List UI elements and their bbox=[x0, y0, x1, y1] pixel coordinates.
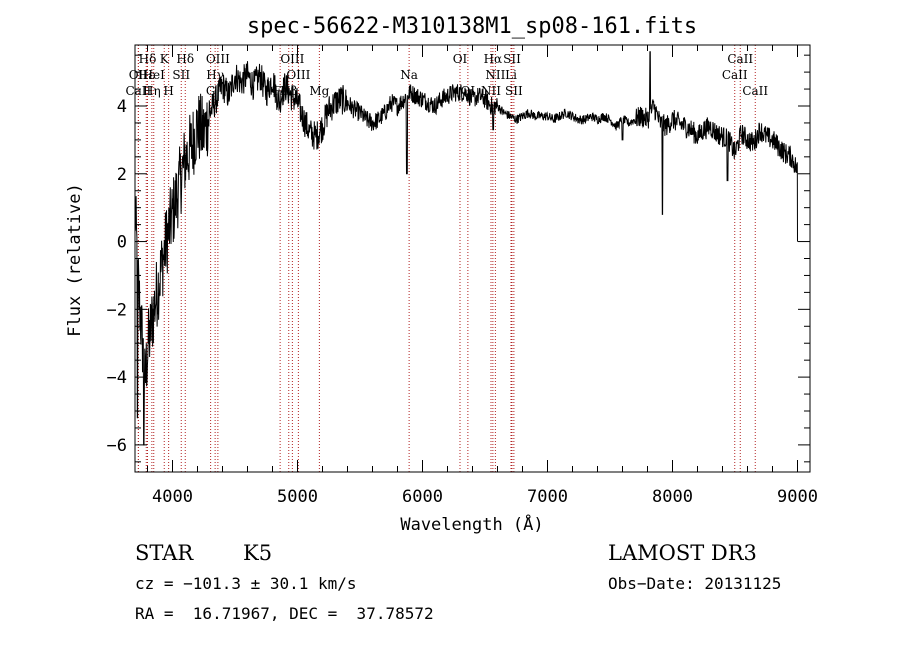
redshift-velocity: cz = −101.3 ± 30.1 km/s bbox=[135, 574, 357, 593]
line-label: Hβ bbox=[280, 84, 297, 98]
y-axis-label: Flux (relative) bbox=[65, 183, 85, 337]
line-label: Hδ bbox=[176, 52, 194, 66]
coordinates: RA = 16.71967, DEC = 37.78572 bbox=[135, 604, 434, 623]
y-tick-label: 0 bbox=[117, 233, 127, 253]
x-tick-label: 9000 bbox=[777, 487, 818, 507]
line-label: Na bbox=[400, 68, 418, 82]
spectral-line-labels: Hδ OII CaII Hε K HeI Hη H SII Hδ OIII Hγ G OIII OIII Fe… bbox=[125, 52, 768, 98]
y-tick-label: 4 bbox=[117, 97, 127, 117]
line-label: Hε bbox=[138, 68, 155, 82]
line-label: NII bbox=[481, 84, 501, 98]
line-label: OI bbox=[461, 84, 476, 98]
line-label: CaII bbox=[722, 68, 748, 82]
plot-frame bbox=[134, 44, 811, 473]
line-label: K bbox=[160, 52, 170, 66]
spectral-line-markers bbox=[137, 45, 756, 472]
x-axis-label: Wavelength (Å) bbox=[400, 513, 543, 535]
line-label: Hα bbox=[484, 52, 503, 66]
line-label: Hη bbox=[143, 84, 161, 98]
line-label: SII bbox=[503, 52, 521, 66]
y-tick-label: −2 bbox=[107, 300, 127, 320]
y-tick-label: −4 bbox=[107, 368, 127, 388]
line-label: G bbox=[206, 84, 216, 98]
line-label: SII bbox=[172, 68, 190, 82]
line-label: OIII bbox=[280, 52, 304, 66]
x-tick-label: 7000 bbox=[527, 487, 568, 507]
line-label: Hγ bbox=[206, 68, 224, 82]
spectrum-line bbox=[134, 51, 798, 446]
line-label: OI bbox=[453, 52, 468, 66]
line-label: NII bbox=[485, 68, 505, 82]
line-label: OIII bbox=[286, 68, 310, 82]
line-label: OII bbox=[129, 68, 149, 82]
line-label: OIII bbox=[206, 52, 230, 66]
line-label: HeI bbox=[143, 68, 166, 82]
x-tick-label: 8000 bbox=[652, 487, 693, 507]
line-label: CaII bbox=[727, 52, 753, 66]
y-tick-label: −6 bbox=[107, 436, 127, 456]
line-label: CaII bbox=[742, 84, 768, 98]
line-label: CaII bbox=[125, 84, 151, 98]
axis-ticks: 4000 5000 6000 7000 8000 9000 −6 −4 −2 0 2 4 bbox=[107, 45, 818, 507]
x-tick-label: 6000 bbox=[402, 487, 443, 507]
line-label: Fe bbox=[273, 84, 288, 98]
x-tick-label: 5000 bbox=[277, 487, 318, 507]
spectrum-line-group bbox=[134, 51, 798, 446]
object-class: STAR bbox=[135, 541, 194, 565]
survey-name: LAMOST DR3 bbox=[608, 541, 757, 565]
line-label: Mg bbox=[309, 84, 329, 98]
line-label: H bbox=[163, 84, 173, 98]
observation-date: Obs−Date: 20131125 bbox=[608, 574, 782, 593]
object-subclass: K5 bbox=[243, 541, 273, 565]
chart-title: spec-56622-M310138M1_sp08-161.fits bbox=[247, 14, 697, 39]
line-label: Li bbox=[505, 68, 517, 82]
x-tick-label: 4000 bbox=[152, 487, 193, 507]
line-label: Hδ bbox=[139, 52, 157, 66]
y-tick-label: 2 bbox=[117, 165, 127, 185]
line-label: SII bbox=[505, 84, 523, 98]
